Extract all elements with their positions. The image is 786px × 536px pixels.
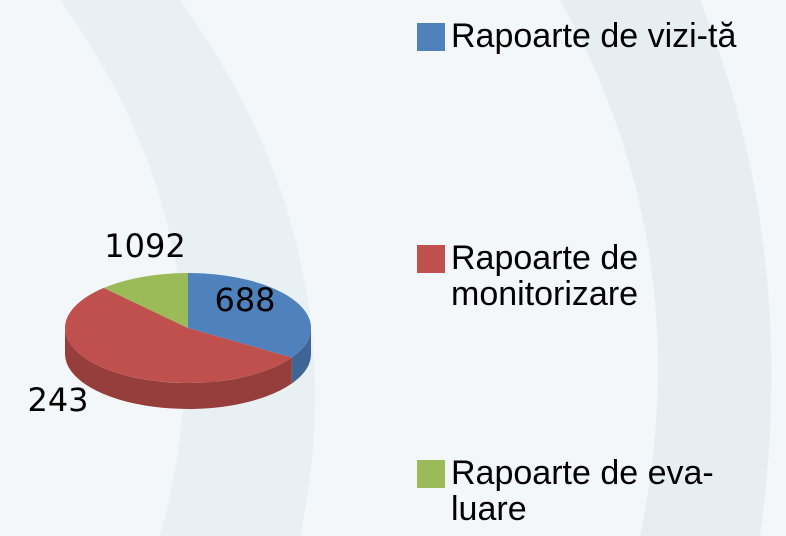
legend-item: Rapoarte de vizi-tă (417, 18, 762, 54)
slice-side (65, 328, 292, 409)
slice (188, 273, 311, 358)
data-label: 688 (214, 281, 275, 319)
background-shape (60, 0, 315, 536)
background-shape (560, 0, 772, 536)
legend-item: Rapoarte de eva-luare (417, 455, 762, 527)
legend-label: Rapoarte de monitorizare (451, 239, 639, 313)
legend-swatch (417, 245, 445, 273)
data-label: 243 (27, 381, 88, 419)
legend-swatch (417, 23, 445, 51)
slice (64, 287, 292, 384)
slice (103, 273, 188, 328)
data-label: 1092 (104, 227, 185, 265)
legend-label: Rapoarte de vizi-tă (451, 17, 737, 55)
pie (64, 273, 311, 409)
legend-item: Rapoarte de monitorizare (417, 240, 762, 312)
slice-side (291, 328, 311, 384)
legend-label: Rapoarte de eva-luare (451, 454, 714, 528)
legend-swatch (417, 460, 445, 488)
